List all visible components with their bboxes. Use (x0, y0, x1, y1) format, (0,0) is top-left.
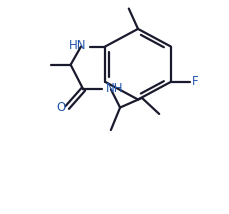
Text: O: O (56, 101, 65, 114)
Text: HN: HN (69, 39, 86, 52)
Text: NH: NH (106, 82, 123, 95)
Text: F: F (191, 75, 198, 88)
